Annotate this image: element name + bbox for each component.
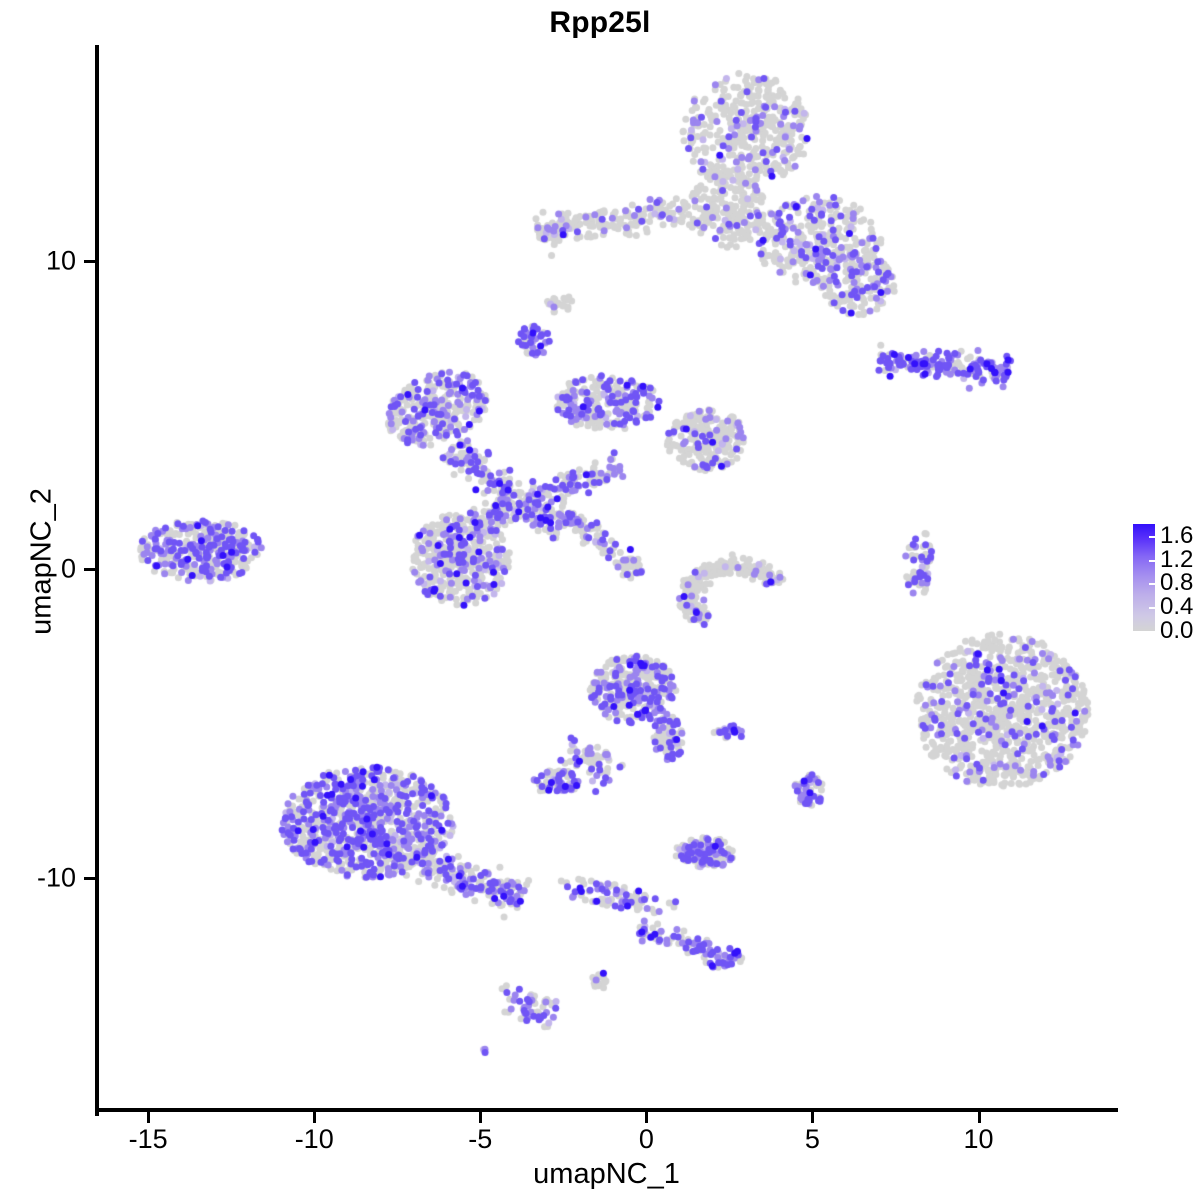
- x-tick-mark: [977, 1112, 981, 1123]
- y-tick-mark: [84, 259, 95, 263]
- x-axis-label: umapNC_1: [533, 1158, 680, 1190]
- y-tick-label: -10: [36, 862, 76, 893]
- colorbar-tick-mark: [1149, 583, 1156, 586]
- x-tick-mark: [811, 1112, 815, 1123]
- y-tick-label: 0: [60, 553, 76, 584]
- x-tick-mark: [645, 1112, 649, 1123]
- y-axis-label: umapNC_2: [25, 488, 58, 635]
- y-tick-label: 10: [45, 245, 76, 276]
- colorbar-tick-mark: [1149, 535, 1156, 538]
- colorbar-gradient: [1133, 524, 1155, 631]
- colorbar-tick-mark: [1149, 607, 1156, 610]
- x-tick-label: 10: [963, 1124, 994, 1154]
- x-tick-label: 5: [804, 1124, 820, 1154]
- colorbar-tick-label: 1.2: [1160, 545, 1194, 573]
- colorbar-tick-mark: [1149, 631, 1156, 633]
- scatter-plot-area[interactable]: [95, 45, 1118, 1112]
- x-tick-mark: [313, 1112, 317, 1123]
- y-tick-mark: [84, 568, 95, 572]
- page-title: Rpp25l: [549, 6, 651, 39]
- x-tick-mark: [479, 1112, 483, 1123]
- y-tick-mark: [84, 876, 95, 880]
- scatter-points-canvas: [95, 45, 1118, 1112]
- colorbar-tick-label: 1.6: [1160, 521, 1194, 549]
- colorbar-tick-mark: [1149, 559, 1156, 562]
- colorbar-tick-label: 0.4: [1160, 593, 1194, 621]
- y-axis-line: [95, 45, 99, 1116]
- x-tick-label: 0: [638, 1124, 654, 1154]
- x-tick-label: -10: [294, 1124, 334, 1154]
- x-tick-label: -15: [128, 1124, 168, 1154]
- x-axis-line: [95, 1108, 1118, 1112]
- colorbar-tick-label: 0.0: [1160, 617, 1194, 644]
- x-tick-mark: [147, 1112, 151, 1123]
- colorbar-legend: 1.6 1.2 0.8 0.4 0.0: [1133, 521, 1195, 643]
- x-tick-label: -5: [468, 1124, 493, 1154]
- colorbar-tick-label: 0.8: [1160, 569, 1194, 597]
